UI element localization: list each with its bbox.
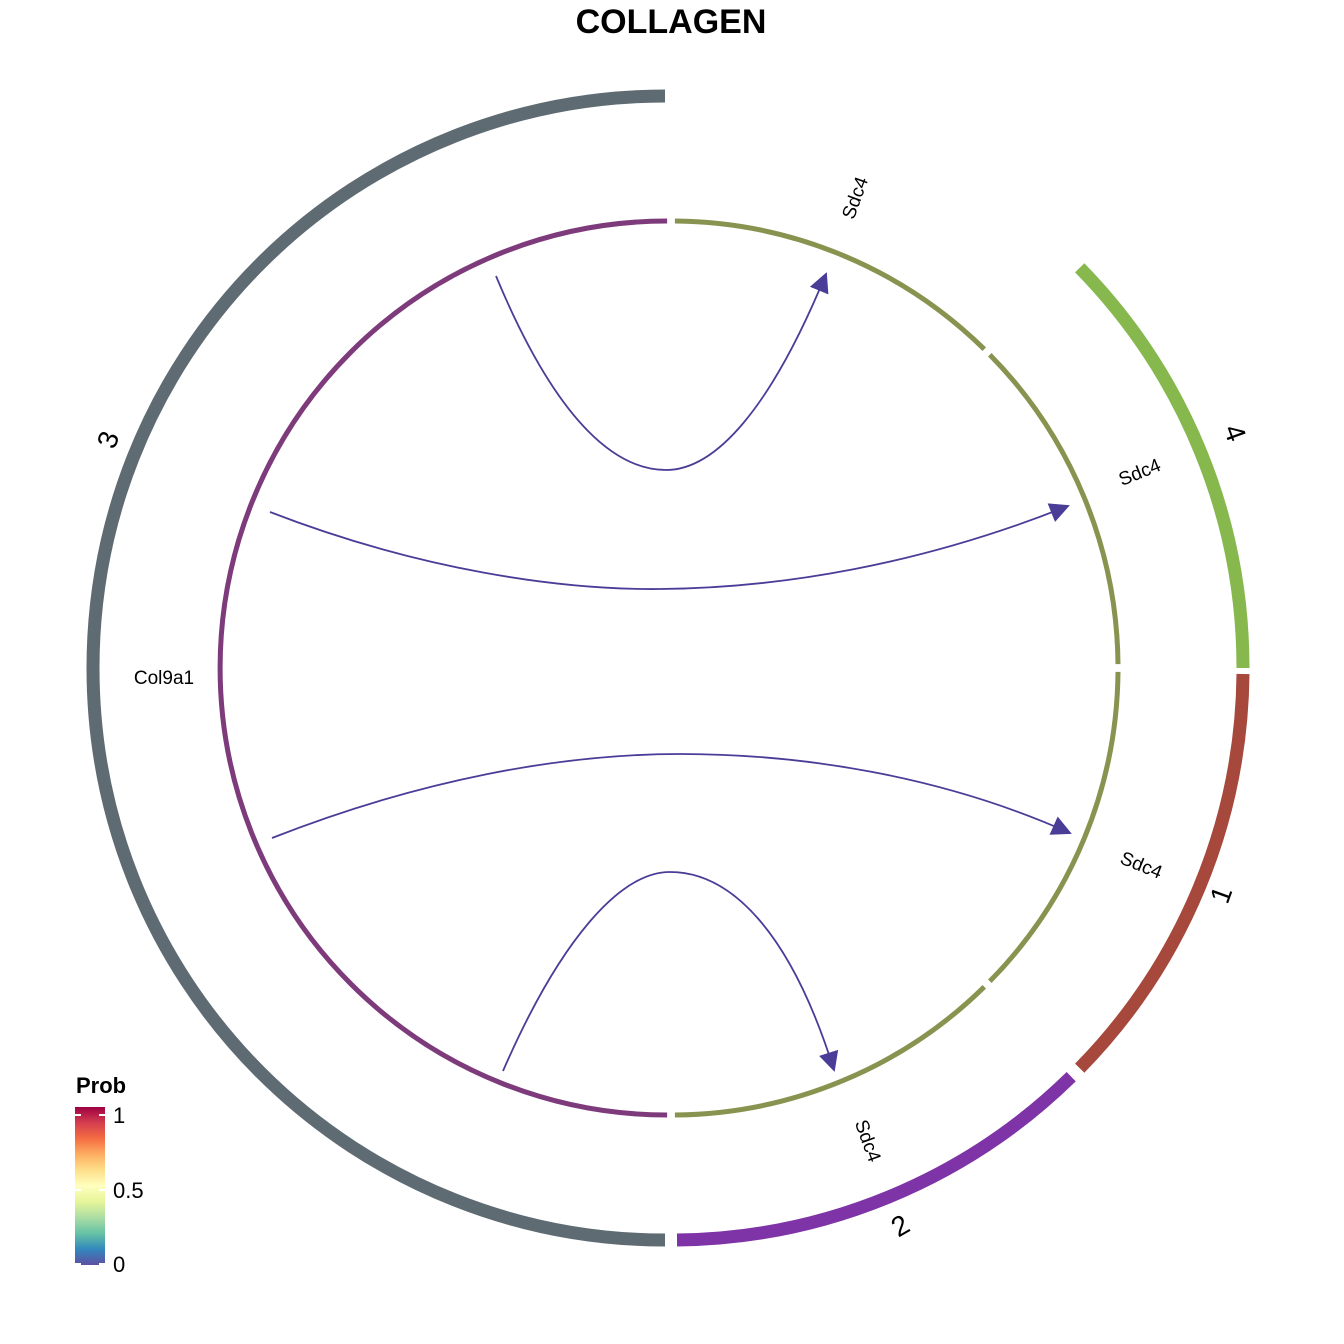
gene-label-sdc4-group2: Sdc4 (850, 1117, 885, 1165)
group-label-3: 3 (91, 427, 125, 452)
group-label-4: 4 (1218, 420, 1252, 445)
group-label-2: 2 (886, 1208, 915, 1243)
group-segment-4[interactable] (1075, 263, 1250, 669)
gene-segment-sdc4-group3[interactable] (674, 218, 987, 351)
gene-segment-sdc4-group1[interactable] (988, 671, 1121, 984)
gene-labels: Col9a1 Sdc4 Sdc4 Sdc4 Sdc4 (134, 174, 1166, 1166)
chart-title: COLLAGEN (576, 3, 767, 41)
group-label-1: 1 (1204, 882, 1238, 907)
legend: Prob 1 0.5 0 (75, 1073, 144, 1277)
link-col9a1-to-sdc4-group3[interactable] (495, 272, 829, 471)
gene-segment-sdc4-group2[interactable] (674, 985, 987, 1118)
group-segment-1[interactable] (1075, 673, 1250, 1073)
group-labels: 3 4 1 2 (91, 420, 1252, 1243)
link-col9a1-to-sdc4-group2[interactable] (502, 871, 839, 1072)
legend-tick-marks (75, 1114, 105, 1265)
gene-label-sdc4-group1: Sdc4 (1117, 848, 1165, 884)
legend-tick-label-1: 1 (113, 1103, 125, 1128)
legend-tick-label-0.5: 0.5 (113, 1178, 144, 1203)
gene-label-sdc4-group4: Sdc4 (1116, 455, 1164, 491)
group-segment-3[interactable] (86, 89, 666, 1247)
outer-group-ring (86, 89, 1250, 1247)
gene-label-sdc4-group3: Sdc4 (839, 174, 874, 222)
gene-label-col9a1: Col9a1 (134, 668, 194, 689)
link-col9a1-to-sdc4-group4[interactable] (269, 503, 1070, 590)
gene-segment-col9a1[interactable] (217, 218, 668, 1118)
link-col9a1-to-sdc4-group1[interactable] (271, 753, 1072, 839)
legend-title: Prob (76, 1073, 126, 1098)
gene-segment-sdc4-group4[interactable] (988, 352, 1121, 665)
inner-gene-ring (217, 218, 1121, 1118)
legend-colorbar (75, 1107, 105, 1265)
group-segment-2[interactable] (676, 1072, 1076, 1247)
chord-links (269, 272, 1072, 1072)
legend-tick-label-0: 0 (113, 1252, 125, 1277)
